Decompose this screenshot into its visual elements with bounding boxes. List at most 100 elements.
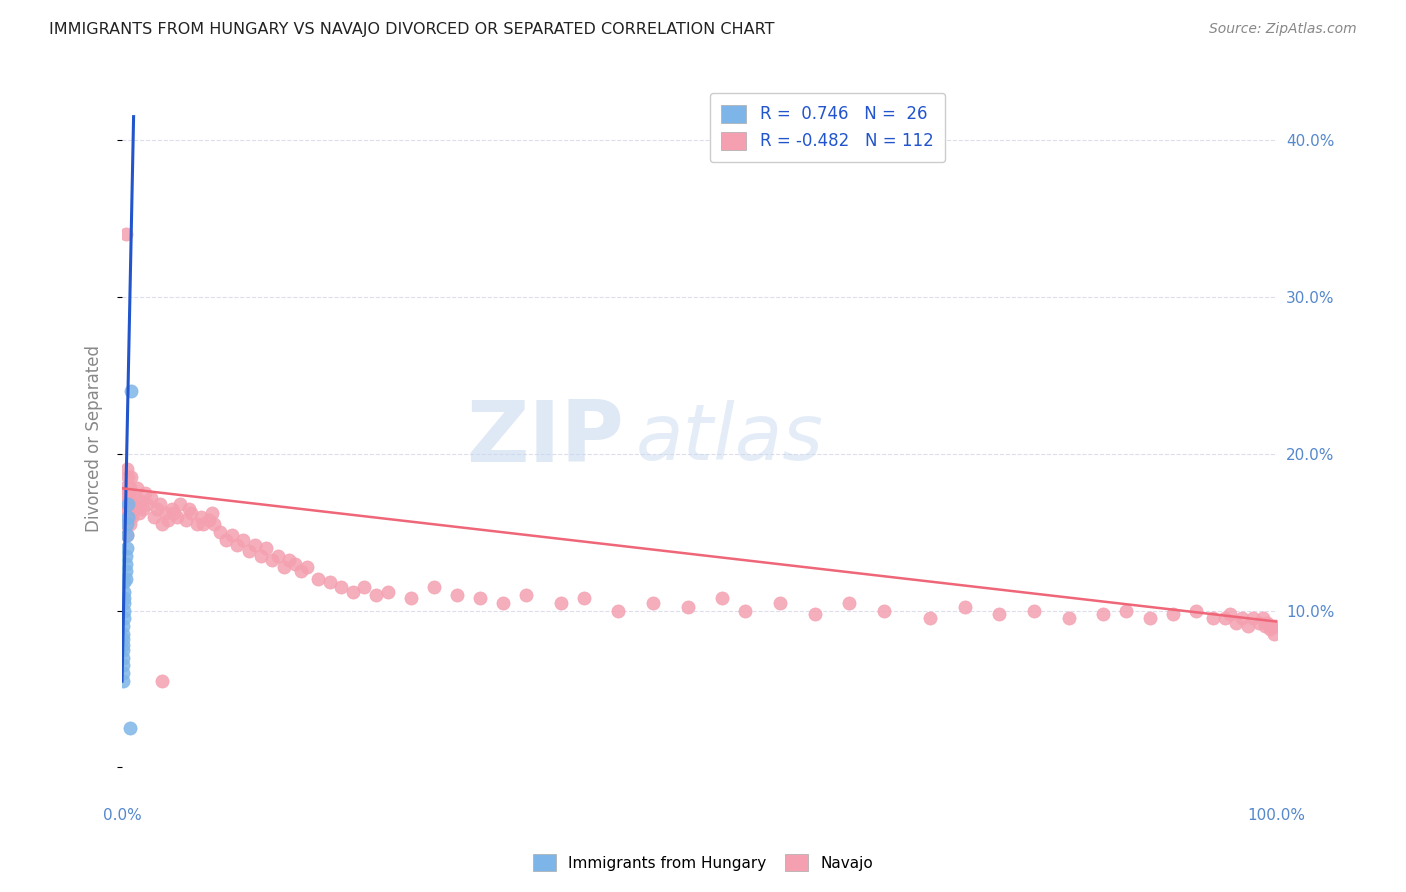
Point [1115, 604, 1137, 618]
Point [1161, 607, 1184, 621]
Text: Source: ZipAtlas.com: Source: ZipAtlas.com [1209, 22, 1357, 37]
Point [515, 588, 537, 602]
Point [160, 501, 183, 516]
Point [197, 513, 219, 527]
Point [1254, 619, 1277, 633]
Point [278, 553, 301, 567]
Point [262, 553, 284, 567]
Point [112, 584, 135, 599]
Point [468, 591, 491, 605]
Point [132, 501, 155, 516]
Point [572, 591, 595, 605]
Point [1139, 611, 1161, 625]
Point [1264, 619, 1286, 633]
Point [112, 674, 135, 689]
Point [330, 580, 353, 594]
Point [1022, 604, 1045, 618]
Point [125, 501, 148, 516]
Point [215, 533, 238, 547]
Point [1230, 611, 1253, 625]
Point [249, 549, 271, 563]
Point [117, 470, 139, 484]
Point [134, 486, 156, 500]
Point [364, 588, 387, 602]
Point [1213, 611, 1236, 625]
Point [112, 619, 135, 633]
Point [155, 507, 177, 521]
Point [607, 604, 630, 618]
Point [152, 517, 174, 532]
Point [226, 538, 249, 552]
Point [118, 509, 141, 524]
Point [221, 528, 243, 542]
Point [112, 591, 135, 605]
Point [191, 517, 214, 532]
Point [117, 497, 139, 511]
Point [129, 493, 152, 508]
Point [114, 493, 136, 508]
Point [1092, 607, 1115, 621]
Point [1251, 611, 1274, 625]
Point [112, 666, 135, 681]
Point [202, 517, 225, 532]
Point [117, 509, 139, 524]
Y-axis label: Divorced or Separated: Divorced or Separated [86, 344, 103, 532]
Point [121, 509, 143, 524]
Point [643, 596, 665, 610]
Point [122, 497, 145, 511]
Legend: R =  0.746   N =  26, R = -0.482   N = 112: R = 0.746 N = 26, R = -0.482 N = 112 [710, 93, 945, 162]
Point [120, 470, 142, 484]
Point [112, 486, 135, 500]
Point [157, 513, 180, 527]
Point [1202, 611, 1225, 625]
Point [238, 544, 260, 558]
Point [125, 481, 148, 495]
Point [284, 557, 307, 571]
Point [209, 525, 232, 540]
Point [711, 591, 734, 605]
Point [1261, 619, 1284, 633]
Point [152, 674, 174, 689]
Point [319, 575, 342, 590]
Point [114, 572, 136, 586]
Point [112, 638, 135, 652]
Point [112, 507, 135, 521]
Text: atlas: atlas [636, 401, 824, 476]
Point [734, 604, 756, 618]
Point [399, 591, 422, 605]
Point [120, 493, 142, 508]
Point [115, 528, 138, 542]
Point [769, 596, 792, 610]
Point [112, 627, 135, 641]
Point [112, 596, 135, 610]
Point [492, 596, 515, 610]
Point [112, 604, 135, 618]
Point [120, 517, 142, 532]
Point [115, 517, 138, 532]
Point [128, 507, 150, 521]
Point [446, 588, 468, 602]
Point [295, 559, 318, 574]
Point [803, 607, 825, 621]
Point [838, 596, 860, 610]
Point [243, 538, 266, 552]
Point [267, 549, 290, 563]
Point [115, 541, 138, 555]
Point [112, 658, 135, 673]
Point [143, 509, 166, 524]
Point [120, 481, 142, 495]
Point [273, 559, 295, 574]
Point [115, 528, 138, 542]
Point [115, 462, 138, 476]
Point [149, 497, 172, 511]
Legend: Immigrants from Hungary, Navajo: Immigrants from Hungary, Navajo [524, 845, 882, 880]
Point [1057, 611, 1080, 625]
Point [166, 509, 188, 524]
Point [114, 565, 136, 579]
Point [118, 486, 141, 500]
Point [988, 607, 1011, 621]
Point [1241, 611, 1264, 625]
Point [112, 632, 135, 646]
Point [1249, 616, 1271, 631]
Point [1184, 604, 1206, 618]
